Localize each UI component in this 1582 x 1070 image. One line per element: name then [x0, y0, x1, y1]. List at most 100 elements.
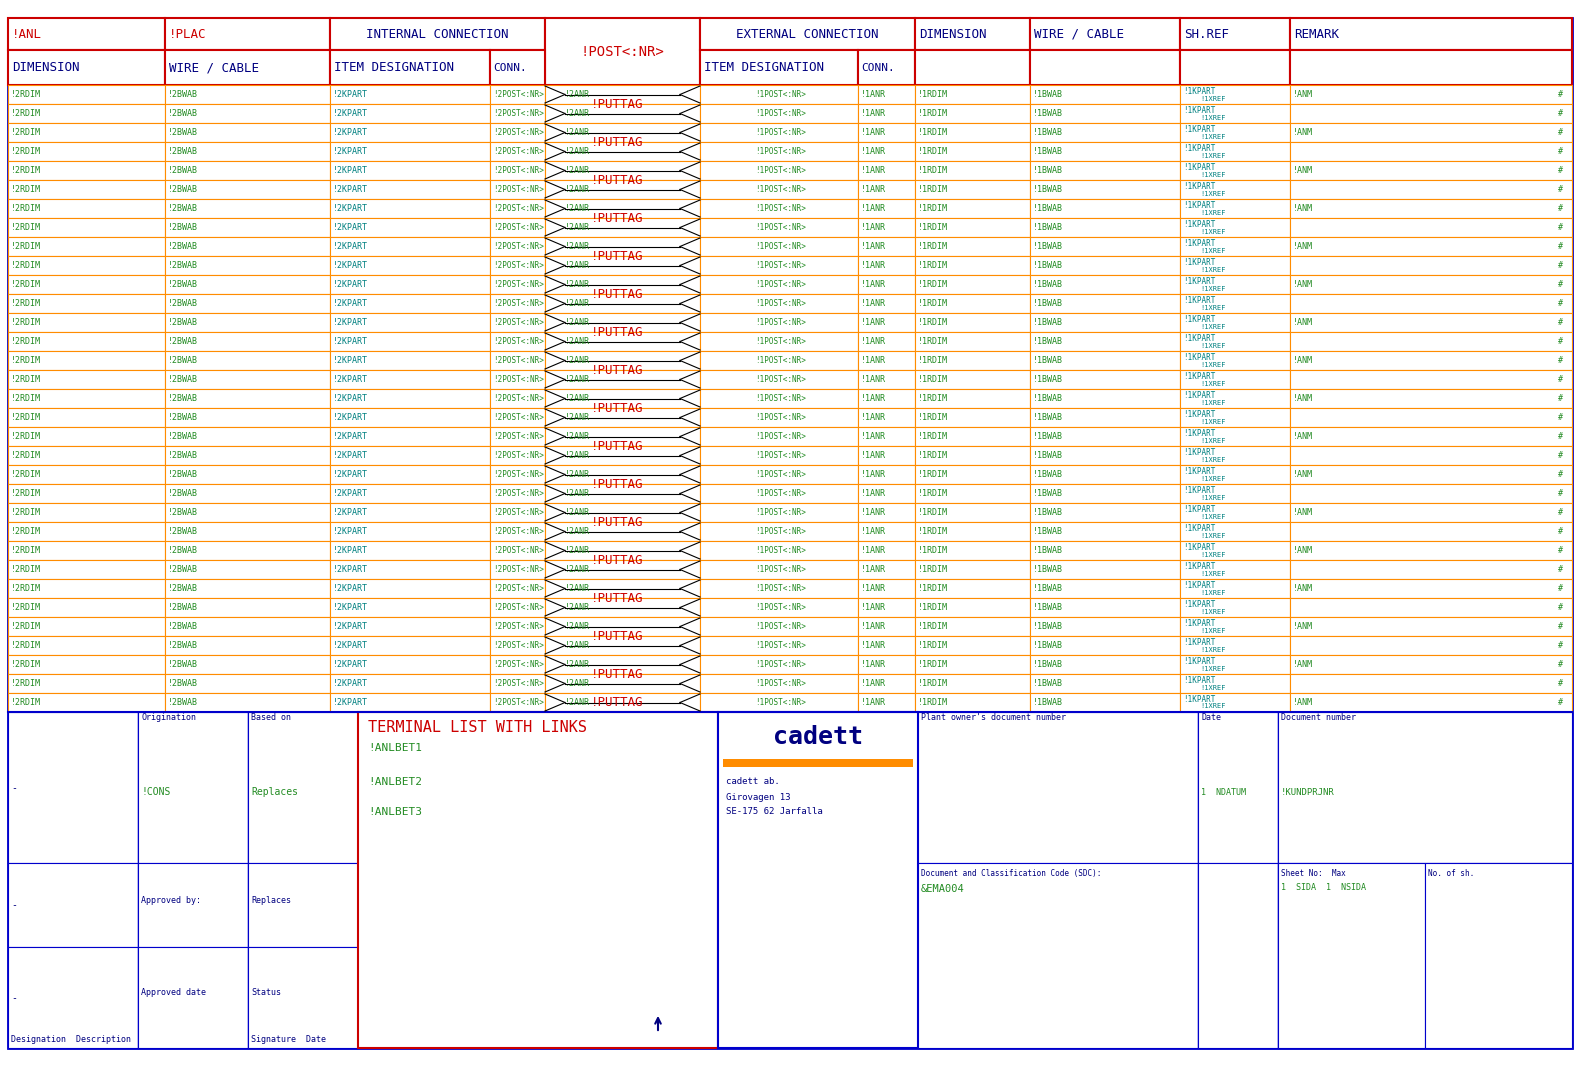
Bar	[331, 636, 490, 655]
Bar	[914, 370, 1030, 389]
Bar	[546, 123, 699, 142]
Text: 1  SIDA  1  NSIDA: 1 SIDA 1 NSIDA	[1281, 883, 1365, 891]
Bar	[1030, 275, 1180, 294]
Text: !1POST<:NR>: !1POST<:NR>	[755, 299, 805, 308]
Bar	[857, 408, 914, 427]
Bar	[165, 180, 331, 199]
Text: !PLAC: !PLAC	[169, 28, 207, 41]
Text: !1BWAB: !1BWAB	[1033, 546, 1063, 555]
Bar	[546, 389, 699, 408]
Bar	[1289, 160, 1573, 180]
Text: !1ANR: !1ANR	[861, 546, 886, 555]
Bar	[331, 427, 490, 446]
Text: !1RDIM: !1RDIM	[918, 546, 948, 555]
Bar	[1289, 370, 1573, 389]
Text: WIRE / CABLE: WIRE / CABLE	[169, 61, 259, 74]
Bar	[331, 236, 490, 256]
Bar	[8, 294, 165, 314]
Bar	[248, 947, 358, 1048]
Bar	[490, 446, 546, 465]
Bar	[490, 332, 546, 351]
Bar	[914, 123, 1030, 142]
Bar	[857, 142, 914, 160]
Bar	[490, 50, 546, 85]
Text: !2KPART: !2KPART	[332, 698, 369, 707]
Text: !1POST<:NR>: !1POST<:NR>	[755, 109, 805, 118]
Bar	[490, 160, 546, 180]
Text: !1XREF: !1XREF	[1201, 646, 1226, 653]
Text: !1BWAB: !1BWAB	[1033, 128, 1063, 137]
Bar	[546, 636, 699, 655]
Bar	[1198, 863, 1278, 1048]
Text: CONN.: CONN.	[861, 62, 895, 73]
Text: !1RDIM: !1RDIM	[918, 128, 948, 137]
Text: !2KPART: !2KPART	[332, 261, 369, 270]
Bar	[490, 85, 546, 104]
Bar	[165, 236, 331, 256]
Text: !2BWAB: !2BWAB	[168, 299, 198, 308]
Text: !1BWAB: !1BWAB	[1033, 450, 1063, 460]
Text: !1KPART: !1KPART	[1183, 524, 1215, 533]
Bar	[699, 674, 857, 693]
Bar	[331, 256, 490, 275]
Bar	[331, 598, 490, 617]
Bar	[1180, 218, 1289, 236]
Bar	[1030, 503, 1180, 522]
Bar	[331, 50, 490, 85]
Bar	[8, 218, 165, 236]
Bar	[699, 693, 857, 712]
Text: !2BWAB: !2BWAB	[168, 641, 198, 649]
Text: !1KPART: !1KPART	[1183, 296, 1215, 305]
Text: !ANM: !ANM	[1292, 166, 1313, 175]
Text: !1BWAB: !1BWAB	[1033, 413, 1063, 422]
Text: !2POST<:NR>: !2POST<:NR>	[494, 489, 544, 498]
Bar	[165, 123, 331, 142]
Bar	[8, 674, 165, 693]
Text: !1XREF: !1XREF	[1201, 342, 1226, 349]
Bar	[546, 104, 699, 123]
Text: !1XREF: !1XREF	[1201, 190, 1226, 197]
Bar	[490, 579, 546, 598]
Bar	[1289, 560, 1573, 579]
Bar	[8, 50, 165, 85]
Bar	[1289, 275, 1573, 294]
Bar	[1278, 712, 1573, 1048]
Bar	[546, 465, 699, 484]
Bar	[165, 408, 331, 427]
Text: !1BWAB: !1BWAB	[1033, 147, 1063, 156]
Bar	[546, 560, 699, 579]
Text: #: #	[1558, 698, 1563, 707]
Bar	[8, 712, 138, 1048]
Bar	[857, 85, 914, 104]
Bar	[165, 332, 331, 351]
Bar	[914, 314, 1030, 332]
Text: !1POST<:NR>: !1POST<:NR>	[755, 128, 805, 137]
Text: !1XREF: !1XREF	[1201, 114, 1226, 121]
Bar	[857, 541, 914, 560]
Bar	[165, 389, 331, 408]
Bar	[331, 314, 490, 332]
Text: !1KPART: !1KPART	[1183, 277, 1215, 286]
Text: !1RDIM: !1RDIM	[918, 223, 948, 232]
Text: !1RDIM: !1RDIM	[918, 90, 948, 100]
Text: !1POST<:NR>: !1POST<:NR>	[755, 450, 805, 460]
Text: !2POST<:NR>: !2POST<:NR>	[494, 128, 544, 137]
Text: !2POST<:NR>: !2POST<:NR>	[494, 679, 544, 688]
Text: !2BWAB: !2BWAB	[168, 128, 198, 137]
Text: #: #	[1558, 147, 1563, 156]
Text: !1RDIM: !1RDIM	[918, 394, 948, 403]
Text: !2ANR: !2ANR	[565, 698, 590, 707]
Text: !2ANR: !2ANR	[565, 565, 590, 574]
Bar	[1180, 236, 1289, 256]
Bar	[1289, 199, 1573, 218]
Text: !1XREF: !1XREF	[1201, 362, 1226, 367]
Bar	[1030, 465, 1180, 484]
Text: Status: Status	[252, 988, 282, 997]
Text: !1RDIM: !1RDIM	[918, 356, 948, 365]
Bar	[1289, 236, 1573, 256]
Bar	[1030, 389, 1180, 408]
Text: !1ANR: !1ANR	[861, 470, 886, 479]
Text: !1KPART: !1KPART	[1183, 657, 1215, 666]
Bar	[546, 160, 699, 180]
Bar	[699, 142, 857, 160]
